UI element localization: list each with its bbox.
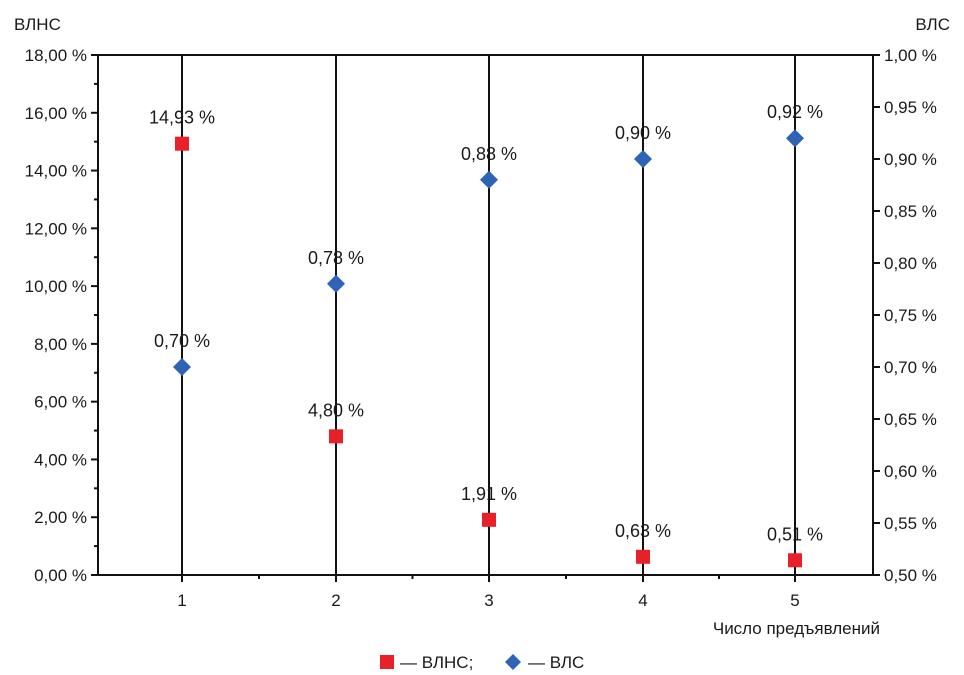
y-right-tick-label: 0,60 % bbox=[884, 462, 937, 481]
y-right-axis-title: ВЛС bbox=[915, 15, 950, 34]
vls-data-label: 0,92 % bbox=[767, 102, 823, 122]
vls-data-label: 0,70 % bbox=[154, 331, 210, 351]
vls-point bbox=[634, 150, 652, 168]
vlns-point bbox=[788, 553, 802, 568]
x-axis-title: Число предъявлений bbox=[713, 619, 880, 638]
x-tick-label: 4 bbox=[638, 591, 647, 610]
legend-diamond-marker bbox=[505, 654, 521, 670]
x-tick-label: 5 bbox=[790, 591, 799, 610]
vls-point bbox=[480, 170, 498, 189]
legend-item-vls: — ВЛС bbox=[528, 653, 584, 672]
y-left-tick-label: 10,00 % bbox=[25, 277, 87, 296]
data-labels: 14,93 % 4,80 % 1,91 % 0,63 % 0,51 % 0,70 % 0,7… bbox=[149, 102, 823, 544]
y-right-tick-label: 0,70 % bbox=[884, 358, 937, 377]
y-right-tick-label: 0,50 % bbox=[884, 566, 937, 585]
y-left-tick-label: 2,00 % bbox=[34, 508, 87, 527]
x-tick-label: 1 bbox=[177, 591, 186, 610]
y-right-tick-label: 0,55 % bbox=[884, 514, 937, 533]
vls-point bbox=[327, 274, 345, 293]
y-left-tick-label: 0,00 % bbox=[34, 566, 87, 585]
y-right-tick-label: 0,80 % bbox=[884, 254, 937, 273]
vlns-data-label: 0,63 % bbox=[615, 521, 671, 541]
legend-item-vlns: — ВЛНС; bbox=[400, 653, 473, 672]
vlns-data-label: 0,51 % bbox=[767, 524, 823, 544]
vlns-point bbox=[636, 549, 650, 564]
vlns-point bbox=[482, 512, 496, 527]
y-right-tick-label: 0,75 % bbox=[884, 306, 937, 325]
y-left-tick-label: 8,00 % bbox=[34, 335, 87, 354]
legend: — ВЛНС; — ВЛС bbox=[380, 653, 584, 672]
y-right-tick-label: 0,85 % bbox=[884, 202, 937, 221]
vlns-data-label: 1,91 % bbox=[461, 484, 517, 504]
y-right-tick-label: 0,65 % bbox=[884, 410, 937, 429]
x-tick-label: 3 bbox=[484, 591, 493, 610]
y-right-tick-label: 1,00 % bbox=[884, 46, 937, 65]
vlns-data-label: 4,80 % bbox=[308, 400, 364, 420]
data-marks bbox=[173, 129, 804, 568]
y-left-axis-title: ВЛНС bbox=[14, 15, 61, 34]
vls-point bbox=[173, 358, 191, 376]
y-left-tick-label: 16,00 % bbox=[25, 104, 87, 123]
vls-data-label: 0,88 % bbox=[461, 144, 517, 164]
legend-square-marker bbox=[380, 655, 394, 669]
ticks: 0,00 % 2,00 % 4,00 % 6,00 % 8,00 % 10,00 % 12,… bbox=[25, 46, 937, 610]
x-tick-label: 2 bbox=[331, 591, 340, 610]
vls-point bbox=[786, 129, 804, 148]
y-left-tick-label: 18,00 % bbox=[25, 46, 87, 65]
vlns-point bbox=[175, 136, 189, 151]
vls-data-label: 0,90 % bbox=[615, 123, 671, 143]
vlns-data-label: 14,93 % bbox=[149, 108, 215, 128]
y-left-tick-label: 14,00 % bbox=[25, 162, 87, 181]
y-left-tick-label: 12,00 % bbox=[25, 219, 87, 238]
vls-data-label: 0,78 % bbox=[308, 248, 364, 268]
y-left-tick-label: 4,00 % bbox=[34, 450, 87, 469]
y-right-tick-label: 0,90 % bbox=[884, 150, 937, 169]
y-right-tick-label: 0,95 % bbox=[884, 98, 937, 117]
y-left-tick-label: 6,00 % bbox=[34, 393, 87, 412]
vlns-point bbox=[329, 429, 343, 444]
